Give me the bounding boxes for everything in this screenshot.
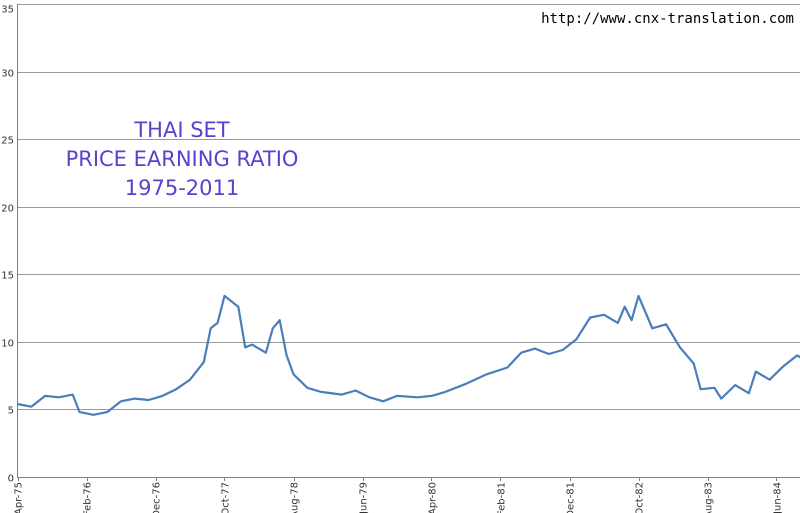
- x-tick-label: Aug-83: [704, 482, 715, 513]
- chart-title-line-3: 1975-2011: [125, 176, 239, 200]
- y-axis: 0 5 10 15 20 25 30 35: [1, 4, 18, 485]
- chart-title-line-2: PRICE EARNING RATIO: [66, 147, 299, 171]
- series-layer: [17, 294, 800, 416]
- x-tick-label: Jun-79: [359, 482, 370, 513]
- chart-title-line-1: THAI SET: [133, 118, 229, 142]
- x-tick-label: Feb-76: [83, 482, 94, 513]
- y-tick-label: 5: [8, 406, 14, 417]
- x-tick-label: Dec-76: [152, 482, 163, 513]
- y-tick-label: 35: [1, 5, 14, 16]
- y-tick-label: 30: [1, 69, 14, 80]
- chart-title: THAI SET PRICE EARNING RATIO 1975-2011: [66, 118, 299, 200]
- x-tick-label: Aug-78: [290, 482, 301, 513]
- y-tick-label: 15: [1, 271, 14, 282]
- x-tick-label: Apr-80: [428, 482, 439, 513]
- y-tick-label: 20: [1, 204, 14, 215]
- y-tick-label: 0: [8, 474, 14, 485]
- y-tick-label: 25: [1, 136, 14, 147]
- gridlines: [17, 4, 800, 410]
- pe-ratio-series-line: [17, 294, 800, 416]
- x-tick-label: Jun-84: [773, 482, 784, 513]
- x-tick-label: Oct-82: [635, 482, 646, 513]
- y-tick-label: 10: [1, 339, 14, 350]
- x-tick-label: Apr-75: [14, 482, 25, 513]
- x-tick-label: Oct-77: [221, 482, 232, 513]
- source-url-label: http://www.cnx-translation.com: [541, 11, 794, 27]
- x-tick-label: Dec-81: [566, 482, 577, 513]
- x-axis: Apr-75 Feb-76 Dec-76 Oct-77 Aug-78 Jun-79 Apr-…: [14, 477, 800, 513]
- x-tick-label: Feb-81: [497, 482, 508, 513]
